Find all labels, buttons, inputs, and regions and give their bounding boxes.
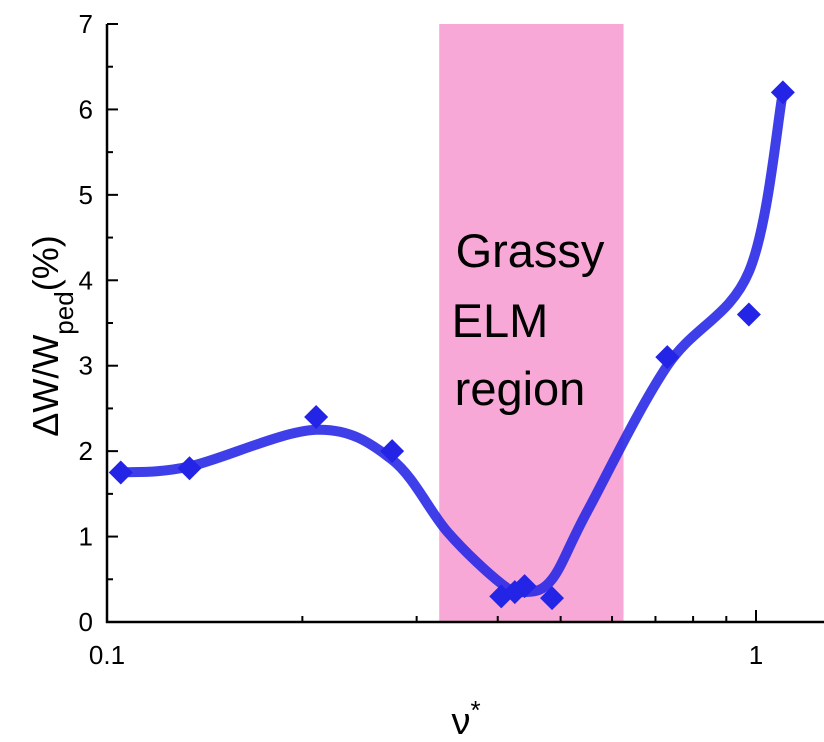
data-point xyxy=(655,345,680,370)
y-tick-label: 5 xyxy=(79,180,93,210)
data-point xyxy=(770,80,795,105)
x-tick-label: 1 xyxy=(749,640,763,670)
data-point xyxy=(512,574,537,599)
y-axis-title-tail: (%) xyxy=(25,235,66,291)
y-tick-label: 2 xyxy=(79,436,93,466)
x-axis-title-superscript: * xyxy=(470,695,480,725)
annotation-line-3: region xyxy=(455,362,586,415)
highlight-band-layer xyxy=(439,24,624,622)
y-axis-title: ΔW/Wped(%) xyxy=(25,235,79,436)
y-axis-title-main: ΔW/W xyxy=(25,335,66,437)
data-points-layer xyxy=(108,80,795,611)
y-tick-label: 1 xyxy=(79,522,93,552)
data-point xyxy=(380,439,405,464)
x-axis-title: ν* xyxy=(451,695,480,742)
annotation-line-2: ELM xyxy=(452,294,549,347)
x-axis-title-main: ν xyxy=(451,701,470,742)
data-point xyxy=(108,460,133,485)
annotation-line-1: Grassy xyxy=(456,224,605,277)
tick-labels-layer: 0 1 2 3 4 5 6 7 0.1 1 xyxy=(79,9,764,670)
axes-layer xyxy=(105,23,824,624)
grassy-elm-band xyxy=(439,24,624,622)
y-axis-title-subscript: ped xyxy=(49,291,79,334)
y-tick-label: 6 xyxy=(79,94,93,124)
data-point xyxy=(540,586,565,611)
x-tick-label: 0.1 xyxy=(89,640,125,670)
y-tick-label: 0 xyxy=(79,607,93,637)
y-tick-label: 3 xyxy=(79,351,93,381)
y-tick-label: 7 xyxy=(79,9,93,39)
data-point xyxy=(177,456,202,481)
y-tick-label: 4 xyxy=(79,265,93,295)
data-point xyxy=(304,404,329,429)
band-annotation: Grassy ELM region xyxy=(452,224,605,415)
data-point xyxy=(736,302,761,327)
